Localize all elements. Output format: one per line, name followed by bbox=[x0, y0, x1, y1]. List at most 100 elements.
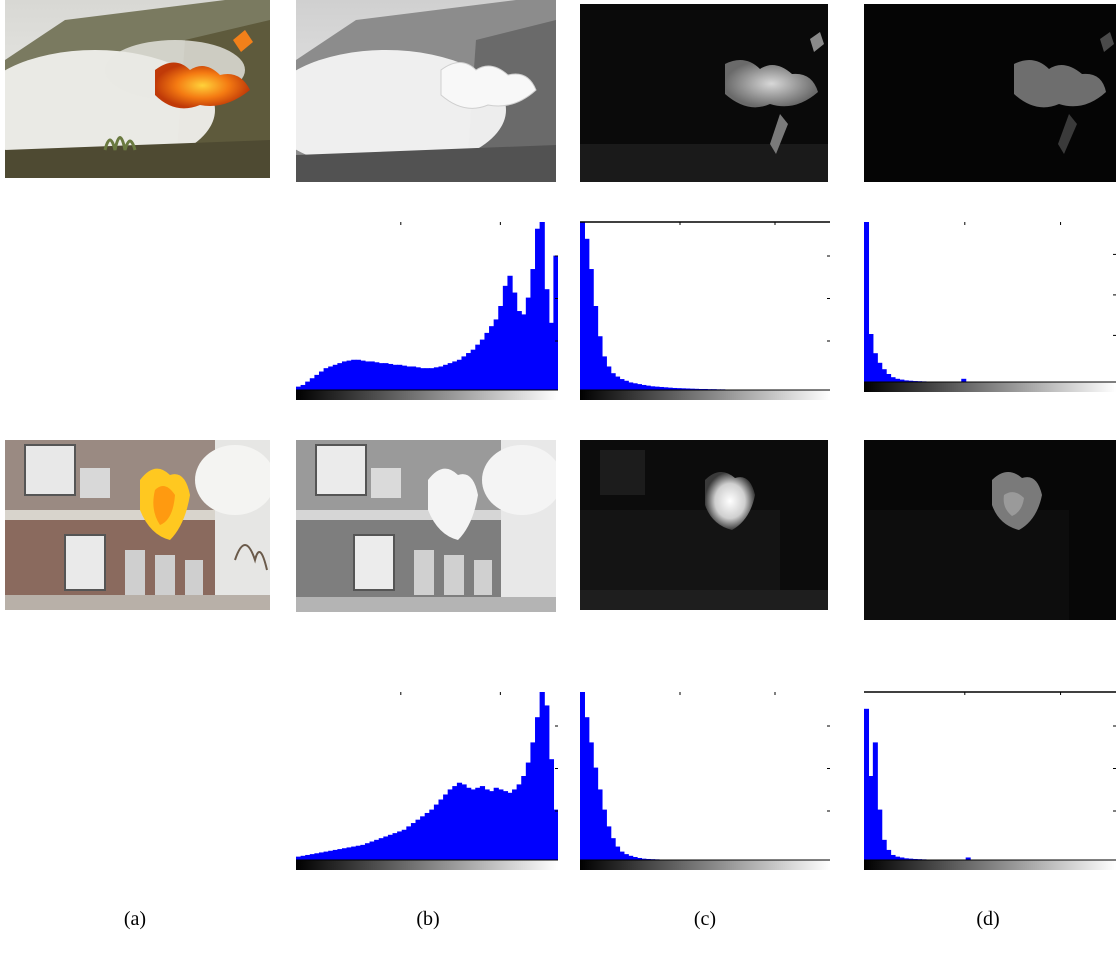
histogram-bar bbox=[401, 829, 407, 860]
histogram-bar bbox=[493, 319, 499, 390]
histogram-bar bbox=[346, 847, 352, 860]
building-fire-feature-map-c bbox=[580, 440, 828, 610]
histogram-bar bbox=[521, 776, 527, 860]
histogram-bar bbox=[548, 322, 555, 390]
histogram-bar bbox=[667, 387, 673, 390]
histogram-bar bbox=[544, 705, 550, 860]
histogram-bar bbox=[305, 381, 311, 390]
histogram-bar bbox=[429, 809, 435, 860]
building-fire-feature-map-c-icon bbox=[580, 440, 828, 610]
histogram-bar bbox=[606, 366, 612, 390]
histogram-bar bbox=[332, 849, 338, 860]
histogram-bar bbox=[601, 809, 607, 860]
histogram-bar bbox=[479, 339, 486, 390]
histogram-bar bbox=[597, 789, 603, 860]
histogram-bar bbox=[309, 854, 315, 860]
histogram-bar bbox=[965, 857, 971, 860]
building-fire-photo-icon bbox=[5, 440, 270, 610]
histogram-bar bbox=[899, 857, 905, 860]
histogram-bar bbox=[641, 858, 647, 860]
histogram-bar bbox=[470, 349, 476, 390]
histogram-bar bbox=[877, 362, 883, 382]
histogram-bar bbox=[374, 362, 380, 390]
histogram-bar bbox=[498, 306, 504, 390]
histogram-bar bbox=[623, 380, 629, 390]
histogram-bar bbox=[698, 388, 704, 390]
histogram-bar bbox=[658, 386, 664, 390]
histogram-bar bbox=[702, 388, 708, 390]
histogram-bar bbox=[364, 361, 371, 390]
histogram-bar bbox=[443, 364, 449, 390]
histogram-bar bbox=[364, 843, 371, 860]
histogram-bar bbox=[493, 787, 499, 860]
histogram-bar bbox=[610, 373, 616, 390]
histogram-bar bbox=[961, 378, 967, 382]
histogram-bar bbox=[588, 742, 594, 860]
histogram-bar bbox=[637, 384, 643, 390]
histogram-bar bbox=[452, 786, 458, 860]
histogram-bar bbox=[903, 380, 909, 382]
intensity-gradient-bar bbox=[580, 390, 830, 400]
histogram-bar bbox=[615, 846, 621, 860]
histogram-bar bbox=[637, 857, 643, 860]
histogram-bar bbox=[868, 334, 874, 382]
histogram-bar bbox=[420, 816, 426, 860]
histogram-bar bbox=[305, 854, 311, 860]
building-fire-gray-image-icon bbox=[296, 440, 556, 612]
histogram-bar bbox=[632, 856, 638, 860]
histogram-bar bbox=[689, 388, 695, 390]
histogram-bar bbox=[433, 804, 440, 860]
caption-b: (b) bbox=[416, 908, 440, 930]
histogram-bar bbox=[525, 762, 532, 860]
histogram-bar bbox=[886, 849, 892, 860]
histogram-bar bbox=[872, 353, 878, 382]
histogram-bar bbox=[894, 856, 900, 860]
histogram-bar bbox=[420, 368, 426, 390]
histogram-bar bbox=[539, 692, 545, 860]
histogram-bar bbox=[623, 854, 629, 860]
histogram-bar bbox=[328, 366, 334, 390]
histogram-bar bbox=[351, 359, 357, 390]
histogram-bar bbox=[378, 363, 384, 390]
histogram-bar bbox=[886, 374, 892, 382]
histogram-bar bbox=[369, 841, 375, 860]
histogram-bar bbox=[610, 838, 616, 860]
histogram-bar bbox=[593, 306, 599, 390]
histogram-bar bbox=[309, 378, 315, 390]
histogram-bar bbox=[438, 366, 444, 390]
histogram-bar bbox=[872, 742, 878, 860]
histogram-bar bbox=[628, 382, 634, 390]
histogram-bar bbox=[337, 849, 343, 860]
histogram-bar bbox=[502, 791, 509, 860]
histogram-bar bbox=[355, 845, 361, 860]
intensity-gradient-bar bbox=[296, 390, 558, 400]
histogram-bar bbox=[369, 361, 375, 390]
caption-c: (c) bbox=[693, 908, 717, 930]
histogram-bar bbox=[355, 359, 361, 390]
histogram-bar bbox=[663, 387, 669, 390]
histogram-bar bbox=[553, 809, 558, 860]
histogram-bar bbox=[489, 326, 495, 390]
histogram-bar bbox=[328, 850, 334, 860]
histogram-bar bbox=[512, 292, 518, 390]
histogram-b-row2 bbox=[296, 692, 558, 870]
histogram-bar bbox=[351, 846, 357, 860]
histogram-c-row1 bbox=[580, 221, 830, 400]
histogram-bar bbox=[601, 356, 607, 390]
histogram-bar bbox=[383, 363, 389, 390]
histogram-bar bbox=[868, 776, 874, 860]
histogram-bar bbox=[378, 838, 384, 860]
histogram-bar bbox=[580, 692, 585, 860]
histogram-bar bbox=[894, 378, 900, 382]
grassland-fire-photo-icon bbox=[5, 0, 270, 178]
histogram-bar bbox=[521, 314, 527, 390]
histogram-bar bbox=[360, 844, 366, 860]
histogram-bar bbox=[452, 361, 458, 390]
histogram-bar bbox=[341, 361, 348, 390]
histogram-bar bbox=[588, 269, 594, 390]
histogram-bar bbox=[443, 794, 449, 860]
histogram-bar bbox=[645, 858, 651, 860]
histogram-bar bbox=[619, 851, 625, 860]
histogram-bar bbox=[535, 717, 541, 860]
histogram-bar bbox=[429, 368, 435, 390]
